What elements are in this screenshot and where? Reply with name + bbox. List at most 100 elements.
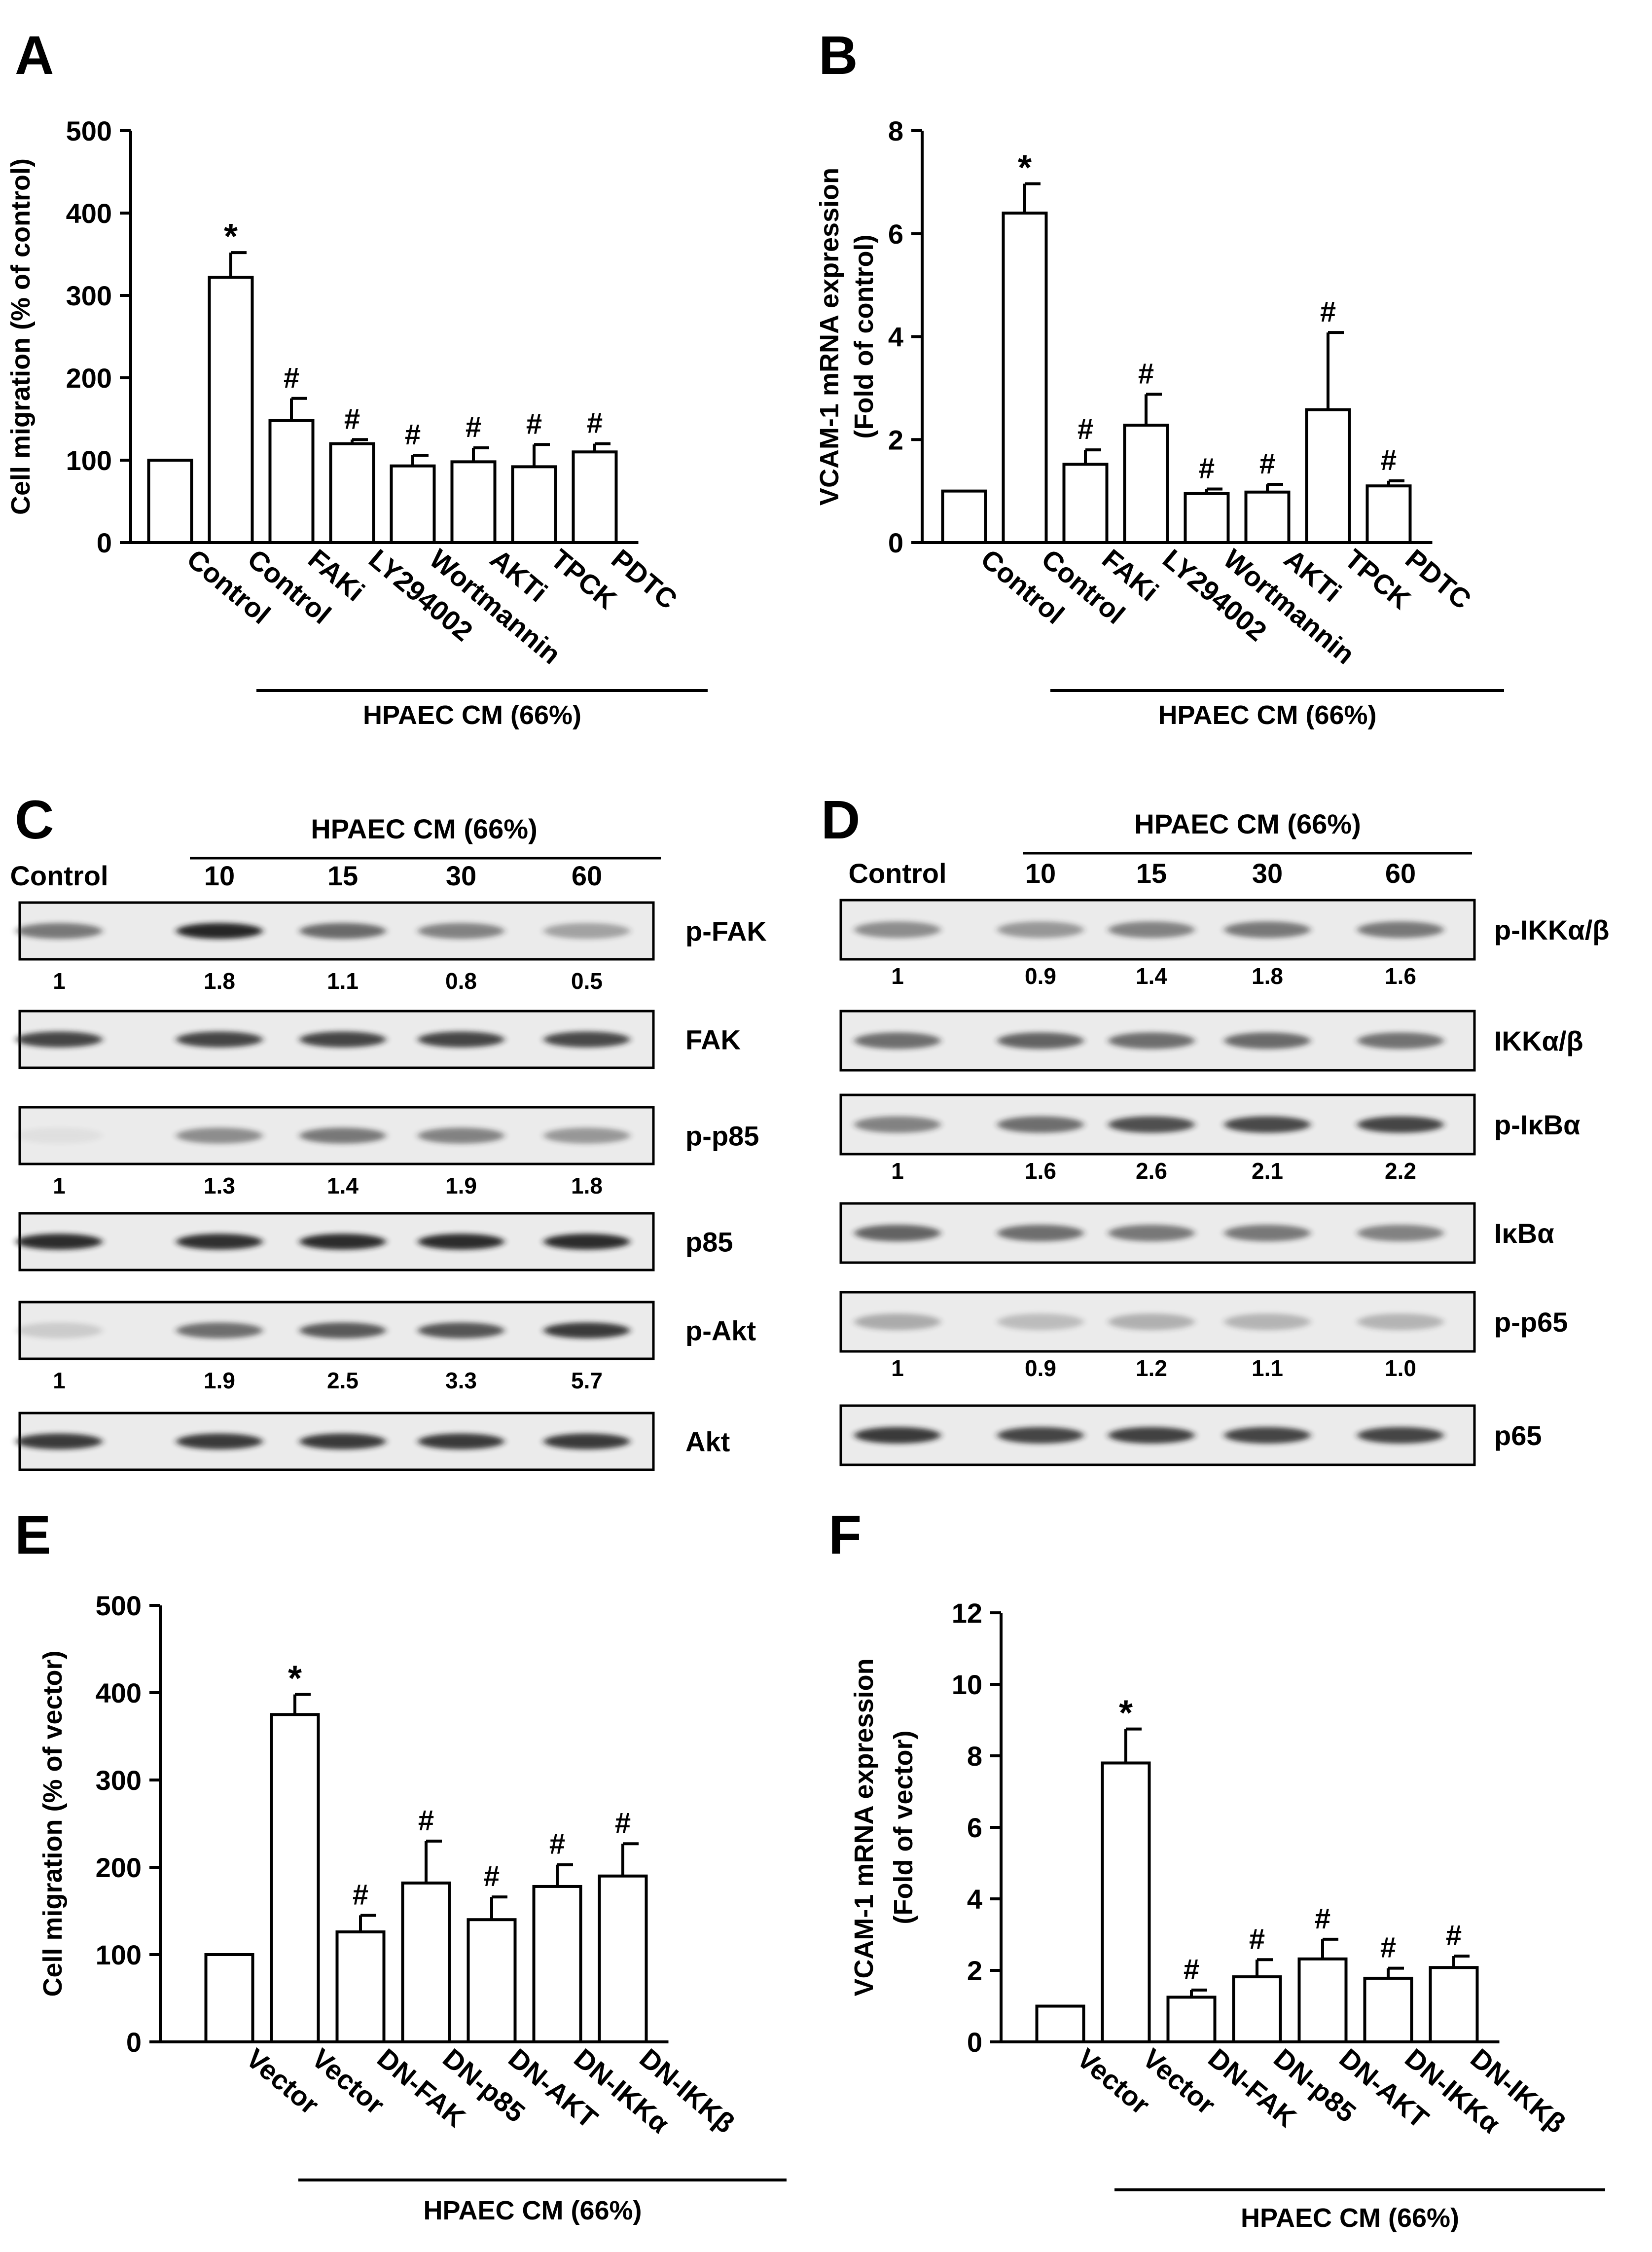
- bar: [401, 1881, 451, 2044]
- chart-panel-a: 0 100 200 300 400 500 Cell migration (% of con…: [6, 115, 708, 730]
- western-blot-panel-c: HPAEC CM (66%) Control 10 15 30 60 p-FAK 1 1.8 1.…: [10, 813, 767, 1471]
- category-label: Vector: [306, 2042, 391, 2120]
- blot-band: [16, 923, 103, 939]
- blot-band: [16, 1031, 103, 1048]
- bar: [1297, 1957, 1348, 2044]
- significance-marker: #: [1381, 444, 1397, 476]
- lane-label: 60: [572, 860, 602, 891]
- blot-band: [543, 1234, 630, 1250]
- blot-row-label: FAK: [685, 1024, 741, 1055]
- blot-row-label: p85: [685, 1227, 733, 1258]
- y-tick-label: 12: [952, 1598, 982, 1629]
- blot-band: [299, 1234, 386, 1250]
- quantification-value: 1.6: [1025, 1158, 1056, 1184]
- y-tick-label: 400: [66, 198, 112, 229]
- lane-label: 15: [327, 860, 358, 891]
- y-tick-label: 100: [96, 1939, 142, 1970]
- blot-row-label: p-FAK: [685, 916, 767, 947]
- blot-band: [16, 1433, 103, 1450]
- blot-band: [1108, 1032, 1195, 1049]
- significance-marker: #: [1199, 452, 1215, 484]
- quantification-value: 1: [891, 963, 904, 989]
- panel-label-d: D: [821, 790, 860, 850]
- significance-marker: #: [466, 411, 481, 443]
- y-axis-label-secondary: (Fold of control): [849, 235, 879, 439]
- quantification-value: 1.6: [1385, 963, 1416, 989]
- blot-band: [1357, 1116, 1444, 1133]
- blot-band: [299, 923, 386, 939]
- quantification-value: 0.5: [571, 968, 603, 994]
- bar: [1429, 1966, 1479, 2043]
- quantification-value: 2.5: [327, 1368, 359, 1393]
- blot-row-label: IκBα: [1494, 1218, 1554, 1249]
- quantification-value: 1.4: [327, 1173, 359, 1199]
- panel-label-f: F: [828, 1505, 862, 1565]
- blot-band: [1108, 921, 1195, 938]
- blot-band: [1108, 1313, 1195, 1330]
- quantification-value: 1: [891, 1355, 904, 1381]
- blot-band: [299, 1127, 386, 1144]
- quantification-value: 0.9: [1025, 963, 1056, 989]
- y-tick-label: 0: [967, 2027, 982, 2058]
- y-tick-label: 4: [888, 322, 903, 353]
- chart-panel-b: 0 2 4 6 8 VCAM-1 mRNA expression (Fold of cont…: [815, 115, 1504, 730]
- lane-label: 10: [1025, 858, 1056, 889]
- significance-marker: *: [224, 217, 238, 256]
- blot-band: [418, 1322, 504, 1339]
- blot-row-label: IKKα/β: [1494, 1025, 1583, 1056]
- quantification-value: 1.0: [1385, 1355, 1416, 1381]
- bar: [1184, 492, 1230, 544]
- y-tick-label: 8: [888, 115, 903, 146]
- blot-band: [1224, 1427, 1311, 1444]
- treatment-label: HPAEC CM (66%): [363, 700, 581, 730]
- bar: [941, 489, 987, 544]
- bar: [511, 465, 557, 544]
- quantification-value: 1.3: [204, 1173, 235, 1199]
- y-tick-label: 300: [96, 1765, 142, 1796]
- blot-band: [1224, 1313, 1311, 1330]
- blot-header: HPAEC CM (66%): [1134, 808, 1361, 839]
- y-tick-label: 6: [888, 218, 903, 250]
- significance-marker: #: [526, 408, 542, 440]
- blot-band: [1357, 1427, 1444, 1444]
- bar: [1363, 1976, 1413, 2043]
- y-tick-label: 6: [967, 1812, 982, 1843]
- bar: [1123, 424, 1169, 545]
- y-tick-label: 200: [96, 1852, 142, 1883]
- panel-label-b: B: [819, 25, 858, 86]
- blot-row-label: p65: [1494, 1420, 1542, 1451]
- significance-marker: #: [1380, 1932, 1396, 1964]
- y-tick-label: 300: [66, 280, 112, 311]
- quantification-value: 1.8: [1252, 963, 1283, 989]
- bar: [1365, 484, 1412, 544]
- blot-band: [418, 1031, 504, 1048]
- blot-row-label: p-Akt: [685, 1315, 756, 1346]
- quantification-value: 2.6: [1136, 1158, 1167, 1184]
- blot-band: [176, 1433, 263, 1450]
- quantification-value: 2.2: [1385, 1158, 1416, 1184]
- blot-row-label: p-IκBα: [1494, 1109, 1580, 1140]
- blot-row-label: p-p85: [685, 1121, 759, 1152]
- blot-band: [299, 1031, 386, 1048]
- treatment-label: HPAEC CM (66%): [1158, 700, 1376, 730]
- blot-band: [854, 1032, 941, 1049]
- treatment-label: HPAEC CM (66%): [423, 2196, 642, 2225]
- blot-band: [176, 1127, 263, 1144]
- bar: [1232, 1975, 1282, 2044]
- bar: [572, 450, 618, 544]
- y-tick-label: 500: [66, 115, 112, 146]
- significance-marker: #: [1138, 358, 1154, 390]
- blot-band: [543, 1031, 630, 1048]
- quantification-value: 1.4: [1136, 963, 1167, 989]
- significance-marker: #: [353, 1879, 368, 1911]
- bar: [1166, 1996, 1217, 2043]
- blot-band: [1224, 1116, 1311, 1133]
- y-axis-label-secondary: (Fold of vector): [889, 1731, 918, 1925]
- western-blot-panel-d: HPAEC CM (66%) Control 10 15 30 60 p-IKKα/β 1 0.…: [839, 808, 1609, 1466]
- quantification-value: 1.9: [204, 1368, 235, 1393]
- significance-marker: #: [615, 1807, 631, 1839]
- y-tick-label: 2: [967, 1955, 982, 1986]
- bar: [1244, 490, 1291, 545]
- quantification-value: 1.9: [445, 1173, 477, 1199]
- quantification-value: 1.8: [571, 1173, 603, 1199]
